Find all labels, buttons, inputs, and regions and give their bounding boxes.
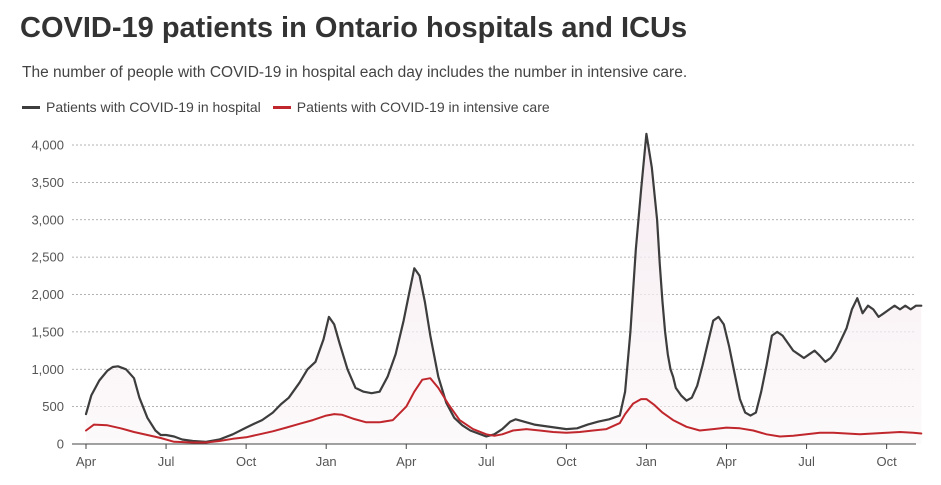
gridlines bbox=[72, 144, 916, 408]
series-lines bbox=[84, 132, 923, 444]
legend-swatch-icu bbox=[272, 105, 291, 109]
y-tick-label-0: 0 bbox=[57, 437, 64, 452]
hospital-area bbox=[86, 133, 922, 445]
legend-swatch-hospital bbox=[22, 105, 40, 109]
legend-item-hospital: Patients with COVID-19 in hospital bbox=[22, 99, 261, 115]
x-tick-label-jul-9: Jul bbox=[798, 454, 815, 469]
legend-item-icu: Patients with COVID-19 in intensive care bbox=[272, 99, 550, 115]
series-line-icu bbox=[85, 377, 923, 444]
legend-label-icu: Patients with COVID-19 in intensive care bbox=[296, 99, 550, 115]
hospital-area-fill bbox=[86, 133, 922, 445]
series-line-hospital bbox=[84, 132, 923, 443]
y-tick-label-1500: 1,500 bbox=[31, 324, 64, 339]
x-tick-label-jan-3: Jan bbox=[316, 454, 337, 469]
y-tick-label-4000: 4,000 bbox=[31, 138, 64, 153]
x-tick-label-jul-1: Jul bbox=[158, 454, 175, 469]
y-tick-label-1000: 1,000 bbox=[31, 362, 64, 377]
y-tick-label-3500: 3,500 bbox=[31, 175, 64, 190]
y-tick-label-2000: 2,000 bbox=[31, 287, 64, 302]
y-tick-label-500: 500 bbox=[42, 399, 64, 414]
chart-legend: Patients with COVID-19 in hospital Patie… bbox=[22, 99, 562, 115]
x-tick-label-apr-4: Apr bbox=[396, 454, 417, 469]
y-tick-label-3000: 3,000 bbox=[31, 212, 64, 227]
y-tick-label-2500: 2,500 bbox=[31, 250, 64, 265]
x-tick-label-jan-7: Jan bbox=[636, 454, 657, 469]
x-tick-label-apr-8: Apr bbox=[716, 454, 737, 469]
x-tick-label-jul-5: Jul bbox=[478, 454, 495, 469]
legend-label-hospital: Patients with COVID-19 in hospital bbox=[46, 99, 261, 115]
x-tick-label-oct-6: Oct bbox=[556, 454, 577, 469]
x-tick-label-oct-2: Oct bbox=[236, 454, 257, 469]
chart-subtitle: The number of people with COVID-19 in ho… bbox=[22, 64, 688, 81]
x-tick-label-apr-0: Apr bbox=[76, 454, 97, 469]
chart-title: COVID-19 patients in Ontario hospitals a… bbox=[20, 12, 688, 44]
x-tick-label-oct-10: Oct bbox=[877, 454, 898, 469]
axes: 0 500 1,000 1,500 2,000 2,500 3,000 3,500 4,000 A… bbox=[31, 138, 916, 469]
